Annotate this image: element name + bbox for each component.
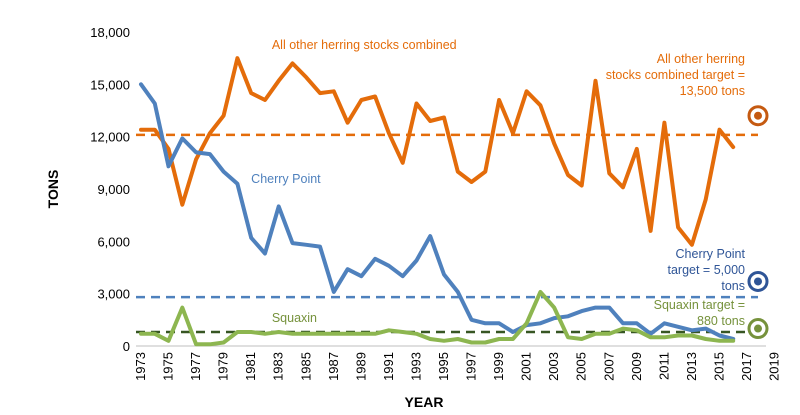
x-tick-label: 2011 bbox=[656, 352, 671, 380]
y-axis-title: TONS bbox=[45, 170, 61, 209]
x-tick-label: 1991 bbox=[381, 352, 396, 381]
x-tick-label: 1989 bbox=[353, 352, 368, 381]
target-markers bbox=[747, 105, 769, 340]
series-line bbox=[139, 56, 736, 247]
y-tick-label: 12,000 bbox=[90, 130, 130, 145]
target-label: target = 5,000 bbox=[668, 263, 746, 277]
y-tick-label: 3,000 bbox=[97, 287, 130, 302]
x-tick-label: 1993 bbox=[408, 352, 423, 381]
x-tick-label: 2009 bbox=[629, 352, 644, 381]
series-line bbox=[139, 289, 736, 347]
series-label: Cherry Point bbox=[251, 172, 321, 186]
series-line bbox=[139, 82, 736, 341]
x-tick-label: 2001 bbox=[519, 352, 534, 381]
x-tick-label: 1979 bbox=[216, 352, 231, 381]
y-tick-label: 9,000 bbox=[97, 182, 130, 197]
x-tick-label: 1975 bbox=[161, 352, 176, 381]
x-tick-label: 1973 bbox=[133, 352, 148, 381]
target-label: All other herring bbox=[657, 52, 745, 66]
x-tick-label: 2005 bbox=[574, 352, 589, 381]
target-label: Cherry Point bbox=[676, 247, 746, 261]
target-marker-center bbox=[754, 111, 762, 120]
target-marker-center bbox=[754, 324, 762, 333]
x-axis-label: YEAR bbox=[405, 394, 444, 410]
target-marker-center bbox=[754, 277, 762, 286]
series-label: All other herring stocks combined bbox=[272, 38, 457, 52]
x-tick-label: 2015 bbox=[711, 352, 726, 381]
x-tick-label: 1997 bbox=[464, 352, 479, 381]
y-tick-label: 18,000 bbox=[90, 25, 130, 40]
x-tick-label: 1983 bbox=[271, 352, 286, 381]
x-tick-label: 2019 bbox=[767, 352, 782, 381]
target-label: stocks combined target = bbox=[606, 68, 745, 82]
series-label: Squaxin bbox=[272, 311, 317, 325]
y-axis-label: TONS bbox=[45, 170, 61, 209]
x-tick-label: 1985 bbox=[298, 352, 313, 381]
tick-labels: 0 3,000 6,000 9,000 12,000 15,000 18,000 1973 19… bbox=[90, 25, 781, 381]
target-label: 880 tons bbox=[697, 314, 745, 328]
x-tick-label: 2003 bbox=[546, 352, 561, 381]
x-tick-label: 2013 bbox=[684, 352, 699, 381]
x-tick-label: 1977 bbox=[188, 352, 203, 381]
x-tick-label: 1999 bbox=[491, 352, 506, 381]
target-label: 13,500 tons bbox=[680, 84, 745, 98]
y-tick-label: 6,000 bbox=[97, 234, 130, 249]
series-lines bbox=[139, 56, 736, 347]
y-tick-label: 0 bbox=[123, 339, 130, 354]
x-tick-label: 1995 bbox=[436, 352, 451, 381]
y-tick-label: 15,000 bbox=[90, 77, 130, 92]
x-tick-label: 1987 bbox=[326, 352, 341, 381]
annotations: All other herring stocks combined Cherry … bbox=[251, 38, 745, 328]
x-tick-label: 2007 bbox=[601, 352, 616, 381]
target-label: tons bbox=[721, 279, 745, 293]
x-tick-label: 2017 bbox=[739, 352, 754, 381]
target-label: Squaxin target = bbox=[654, 298, 745, 312]
x-tick-label: 1981 bbox=[243, 352, 258, 381]
